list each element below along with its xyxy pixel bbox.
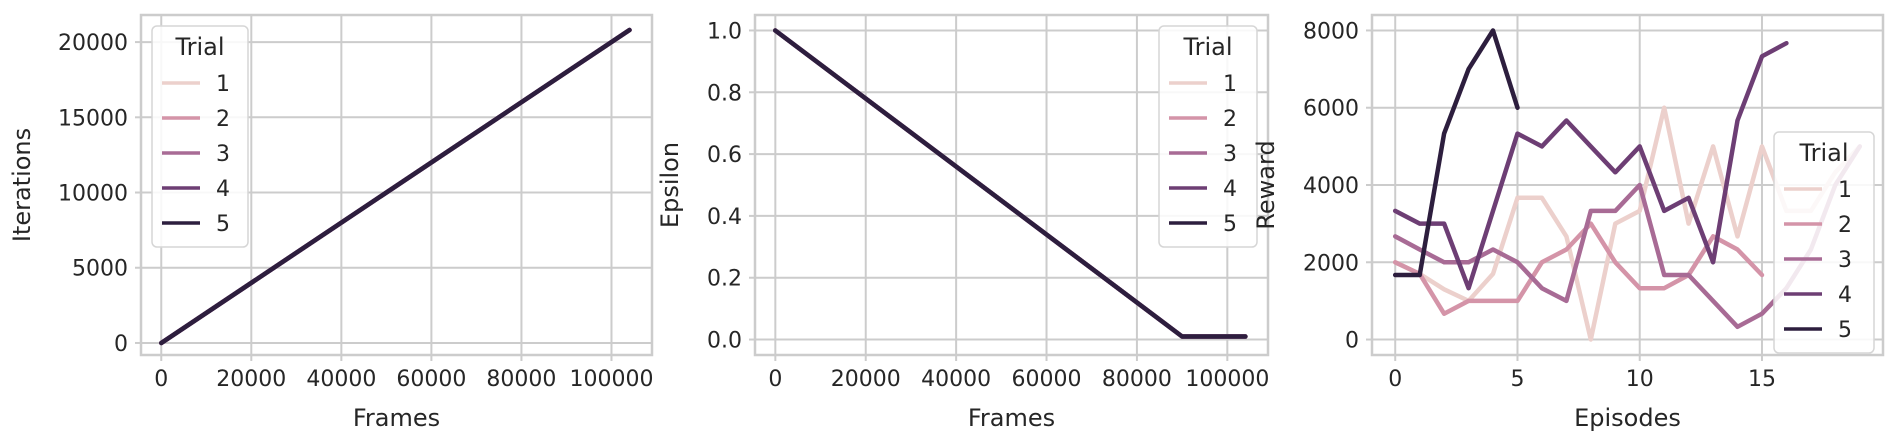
y-tick-label: 0.4 (707, 205, 742, 230)
legend-entry-label: 4 (216, 177, 230, 202)
x-tick-label: 0 (768, 367, 782, 392)
y-tick-label: 0.0 (707, 329, 742, 354)
y-tick-label: 0.6 (707, 143, 742, 168)
x-tick-label: 5 (1510, 367, 1524, 392)
x-axis-label: Episodes (1574, 404, 1681, 432)
legend-entry-label: 5 (1838, 318, 1852, 343)
y-tick-label: 1.0 (707, 19, 742, 44)
series-line-trial-4 (1392, 40, 1789, 291)
legend-entry-label: 3 (216, 142, 230, 167)
y-tick-label: 0.2 (707, 267, 742, 292)
x-tick-label: 40000 (921, 367, 991, 392)
x-tick-label: 40000 (306, 367, 376, 392)
x-tick-label: 0 (1388, 367, 1402, 392)
y-tick-label: 2000 (1303, 251, 1359, 276)
x-tick-label: 15 (1748, 367, 1776, 392)
x-tick-label: 100000 (1185, 367, 1269, 392)
y-tick-label: 0.8 (707, 81, 742, 106)
legend-entry-label: 3 (1838, 248, 1852, 273)
y-tick-label: 0 (114, 332, 128, 357)
y-tick-label: 6000 (1303, 97, 1359, 122)
legend-entry-label: 4 (1223, 177, 1237, 202)
y-tick-label: 8000 (1303, 19, 1359, 44)
series-line-trial-5 (159, 27, 632, 346)
legend: Trial 1 2 3 4 5 (1773, 131, 1875, 354)
legend: Trial 1 2 3 4 5 (151, 25, 249, 248)
legend-entry-label: 2 (1223, 107, 1237, 132)
x-tick-label: 80000 (486, 367, 556, 392)
x-tick-label: 60000 (396, 367, 466, 392)
plot-frame (753, 13, 1270, 357)
plot-frame (139, 13, 654, 357)
x-tick-label: 10 (1626, 367, 1654, 392)
legend-title: Trial (1798, 139, 1848, 167)
x-tick-label: 20000 (831, 367, 901, 392)
legend-entry-label: 1 (1223, 72, 1237, 97)
x-axis-label: Frames (353, 404, 440, 432)
legend-entry-label: 4 (1838, 283, 1852, 308)
x-tick-label: 100000 (569, 367, 653, 392)
legend-entry-label: 2 (1838, 213, 1852, 238)
y-tick-label: 5000 (72, 257, 128, 282)
y-tick-label: 4000 (1303, 174, 1359, 199)
y-axis-label: Epsilon (656, 142, 684, 228)
y-tick-label: 10000 (58, 182, 128, 207)
chart-panel-2: 0 20000 40000 60000 80000 100000 0.0 0.2 0.4 0.6 0… (656, 13, 1270, 432)
legend-entry-label: 5 (1223, 212, 1237, 237)
x-tick-label: 20000 (216, 367, 286, 392)
y-axis-label: Iterations (8, 128, 36, 242)
series-line-trial-5 (773, 28, 1248, 339)
legend: Trial 1 2 3 4 5 (1158, 25, 1258, 248)
x-tick-label: 60000 (1012, 367, 1082, 392)
chart-panel-1: 0 20000 40000 60000 80000 100000 0 5000 10000 150… (8, 13, 654, 432)
x-axis-label: Frames (968, 404, 1055, 432)
legend-entry-label: 1 (216, 72, 230, 97)
x-tick-label: 0 (154, 367, 168, 392)
x-tick-label: 80000 (1102, 367, 1172, 392)
y-axis-label: Reward (1252, 140, 1280, 229)
legend-title: Trial (174, 33, 224, 61)
y-tick-label: 15000 (58, 106, 128, 131)
plot-frame (1370, 13, 1885, 357)
legend-title: Trial (1182, 33, 1232, 61)
y-tick-label: 0 (1345, 329, 1359, 354)
legend-entry-label: 3 (1223, 142, 1237, 167)
series-line-trial-2 (1392, 221, 1765, 316)
series-line-trial-5 (1392, 28, 1520, 278)
legend-entry-label: 1 (1838, 178, 1852, 203)
legend-entry-label: 2 (216, 107, 230, 132)
y-tick-label: 20000 (58, 31, 128, 56)
legend-entry-label: 5 (216, 212, 230, 237)
